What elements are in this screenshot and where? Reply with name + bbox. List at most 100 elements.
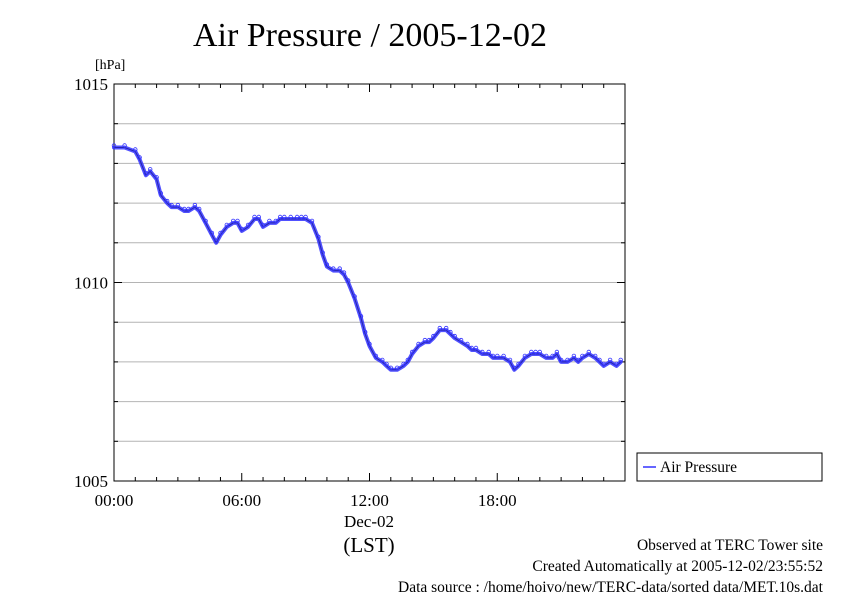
data-point <box>186 206 191 212</box>
data-point <box>137 155 142 160</box>
data-point <box>384 361 389 367</box>
y-tick-label: 1005 <box>74 472 108 491</box>
data-point <box>529 349 534 355</box>
data-point <box>465 341 470 347</box>
data-point <box>395 365 400 370</box>
data-point <box>480 349 485 355</box>
data-point <box>158 190 163 196</box>
data-point <box>224 222 229 228</box>
grid-lines <box>114 123 625 442</box>
chart-title: Air Pressure / 2005-12-02 <box>193 17 547 54</box>
x-tick-label: 18:00 <box>478 491 517 510</box>
data-point <box>409 349 415 355</box>
data-point <box>299 214 304 220</box>
data-point <box>169 202 174 208</box>
y-tick-label: 1010 <box>74 274 108 293</box>
data-point <box>363 329 368 335</box>
data-point <box>239 226 244 232</box>
series-line <box>112 145 623 372</box>
data-point <box>614 361 619 367</box>
data-point <box>196 206 202 212</box>
data-point <box>537 349 542 355</box>
axis-ticks <box>113 83 626 482</box>
data-point <box>512 365 517 370</box>
data-point <box>213 238 219 243</box>
data-point <box>550 353 555 359</box>
data-point <box>593 353 598 359</box>
data-point <box>565 357 570 363</box>
data-point <box>373 353 379 359</box>
data-point <box>469 345 474 351</box>
data-point <box>316 234 321 239</box>
data-point <box>431 333 436 339</box>
data-point <box>580 353 585 359</box>
data-point <box>358 314 364 319</box>
data-point <box>607 357 613 363</box>
data-point <box>597 357 602 363</box>
data-point <box>230 218 236 224</box>
footer-observed-site: Observed at TERC Tower site <box>637 537 823 554</box>
data-point <box>618 357 623 363</box>
data-point <box>203 218 208 224</box>
data-point <box>111 143 117 148</box>
data-point <box>544 353 549 359</box>
legend-label: Air Pressure <box>660 459 737 476</box>
data-point <box>554 349 560 355</box>
data-point <box>444 325 449 331</box>
data-point <box>501 353 506 359</box>
data-point <box>277 214 283 220</box>
data-point <box>252 214 257 220</box>
y-tick-labels: 1005 1010 1015 <box>74 75 108 491</box>
data-point <box>147 167 153 172</box>
data-point <box>380 357 385 363</box>
data-point <box>490 353 496 359</box>
data-point <box>473 345 479 351</box>
series-line-core <box>114 147 622 371</box>
data-point <box>437 325 442 331</box>
data-point <box>522 353 528 359</box>
data-point <box>309 218 315 224</box>
y-axis-unit-label: [hPa] <box>95 58 125 73</box>
footer-data-source: Data source : /home/hoivo/new/TERC-data/… <box>398 579 824 595</box>
data-point <box>154 175 159 180</box>
data-point <box>516 361 521 367</box>
data-point <box>422 337 428 343</box>
data-point <box>260 222 266 228</box>
data-point <box>495 353 500 359</box>
x-tick-label: 12:00 <box>350 491 389 510</box>
data-point <box>331 266 336 271</box>
data-point <box>122 143 127 148</box>
data-point <box>533 349 538 355</box>
data-point <box>182 206 187 212</box>
data-point <box>571 353 577 359</box>
data-point <box>448 329 453 335</box>
data-point <box>388 365 393 370</box>
data-point <box>352 294 357 299</box>
x-axis-label: (LST) <box>343 533 394 557</box>
data-point <box>288 214 293 220</box>
x-tick-label: 00:00 <box>95 491 134 510</box>
x-tick-labels: 00:00 06:00 12:00 18:00 <box>95 491 517 510</box>
data-point <box>256 214 261 220</box>
legend: Air Pressure <box>636 452 823 482</box>
data-point <box>337 266 342 271</box>
data-point <box>235 218 240 224</box>
data-point <box>346 278 351 283</box>
data-point <box>267 218 272 224</box>
data-point <box>303 214 308 220</box>
data-point <box>486 349 491 355</box>
data-point <box>576 357 581 363</box>
data-point <box>426 337 432 343</box>
x-date-label: Dec-02 <box>344 512 394 531</box>
data-point <box>558 357 564 363</box>
data-point <box>324 262 330 267</box>
data-point <box>209 230 215 236</box>
data-point <box>601 361 606 367</box>
data-point <box>273 218 278 224</box>
data-point <box>218 230 223 236</box>
footer-created-timestamp: Created Automatically at 2005-12-02/23:5… <box>532 558 823 575</box>
data-point <box>133 147 138 152</box>
data-point <box>282 214 287 220</box>
data-point <box>458 337 464 343</box>
